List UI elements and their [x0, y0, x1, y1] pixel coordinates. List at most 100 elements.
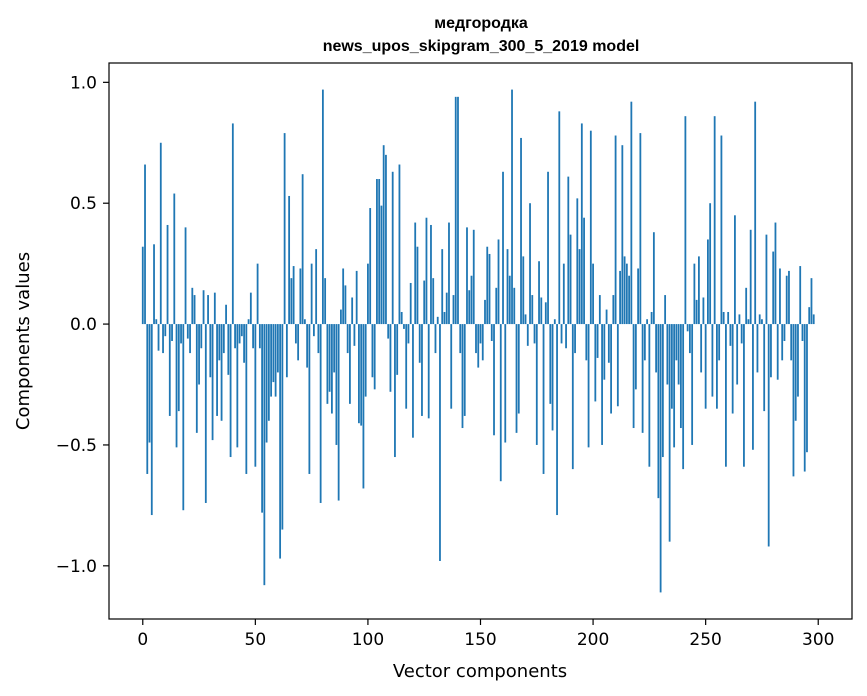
bar: [702, 297, 705, 325]
bar: [204, 324, 207, 503]
bar: [738, 314, 741, 325]
bar: [265, 324, 268, 443]
bar: [493, 324, 495, 436]
bar: [310, 263, 313, 325]
bar: [150, 324, 153, 516]
bar: [799, 266, 802, 325]
bar: [229, 324, 232, 458]
bar: [677, 324, 680, 385]
bar: [180, 324, 182, 344]
bar: [632, 324, 635, 429]
bar: [497, 239, 500, 325]
bar: [198, 324, 200, 385]
bar: [517, 324, 520, 414]
bar: [328, 324, 331, 392]
bar: [373, 324, 376, 390]
bar: [763, 324, 766, 412]
bar: [461, 324, 464, 429]
bar: [639, 133, 642, 325]
bar: [195, 324, 198, 433]
bar: [767, 324, 770, 547]
bar: [463, 324, 466, 416]
bar: [542, 324, 545, 474]
bar: [175, 324, 178, 448]
bar: [432, 278, 435, 325]
bar: [263, 324, 266, 586]
bar: [317, 324, 320, 354]
bar: [612, 295, 615, 325]
bar: [254, 324, 257, 467]
bar: [186, 324, 189, 339]
bar: [261, 324, 263, 513]
bar: [430, 224, 432, 325]
bar: [675, 324, 678, 361]
bar: [364, 324, 367, 397]
bar: [355, 270, 358, 325]
bar: [589, 130, 592, 325]
bar: [779, 268, 781, 325]
bar: [526, 324, 529, 346]
bar: [578, 249, 581, 325]
bar: [770, 324, 772, 378]
bar: [369, 208, 372, 325]
bar: [643, 324, 646, 361]
bar: [459, 324, 462, 354]
bar: [704, 324, 707, 409]
bar: [567, 176, 570, 325]
bar: [472, 229, 475, 325]
bar: [621, 145, 624, 325]
bar: [382, 145, 385, 325]
bar: [569, 234, 572, 325]
bar: [227, 324, 230, 375]
bar: [288, 195, 291, 325]
bar: [623, 256, 626, 325]
bar: [490, 324, 493, 341]
bar: [540, 297, 543, 325]
x-axis-label: Vector components: [393, 661, 567, 682]
bar: [720, 135, 723, 325]
bar: [574, 324, 576, 354]
bar: [276, 324, 279, 373]
bar: [752, 324, 754, 450]
bar: [155, 319, 158, 325]
bar: [794, 324, 797, 421]
bar: [331, 324, 333, 414]
bar: [171, 324, 173, 341]
bar: [486, 246, 489, 325]
bar: [144, 164, 146, 325]
bar: [499, 324, 502, 482]
bar: [450, 324, 453, 409]
bar: [765, 234, 768, 325]
bar: [781, 324, 784, 361]
bar: [274, 324, 277, 397]
bar: [686, 324, 689, 332]
bar: [240, 324, 243, 337]
bar: [234, 324, 236, 349]
x-tick-label: 300: [802, 630, 834, 650]
bar: [218, 324, 221, 361]
bar: [535, 324, 538, 445]
bars-group: [141, 89, 815, 593]
bar: [774, 222, 777, 325]
bar: [418, 324, 421, 363]
bar: [605, 309, 608, 325]
chart-title-line2: news_upos_skipgram_300_5_2019 model: [323, 38, 640, 55]
bar: [598, 295, 601, 325]
bar: [659, 324, 662, 593]
bar: [337, 324, 340, 501]
bar: [576, 198, 579, 325]
bar: [488, 253, 491, 325]
bar: [648, 324, 651, 467]
bar: [200, 324, 203, 349]
bar: [153, 244, 155, 325]
bar: [646, 319, 649, 325]
bar: [587, 324, 590, 448]
bar: [682, 324, 685, 470]
bar: [326, 324, 329, 404]
bar: [256, 263, 259, 325]
bar: [340, 309, 342, 325]
bar: [790, 324, 793, 361]
bar: [664, 295, 667, 325]
bar: [718, 324, 721, 361]
bar: [164, 324, 167, 337]
